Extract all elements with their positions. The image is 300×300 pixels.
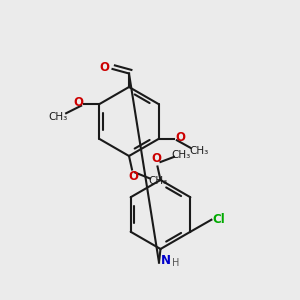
Text: O: O — [128, 170, 139, 184]
Text: CH₃: CH₃ — [149, 176, 168, 187]
Text: O: O — [175, 131, 185, 144]
Text: CH₃: CH₃ — [172, 149, 191, 160]
Text: N: N — [160, 254, 171, 267]
Text: CH₃: CH₃ — [189, 146, 208, 156]
Text: Cl: Cl — [212, 213, 225, 226]
Text: O: O — [73, 96, 83, 109]
Text: CH₃: CH₃ — [48, 112, 67, 122]
Text: H: H — [172, 257, 179, 268]
Text: O: O — [99, 61, 109, 74]
Text: O: O — [151, 152, 161, 166]
